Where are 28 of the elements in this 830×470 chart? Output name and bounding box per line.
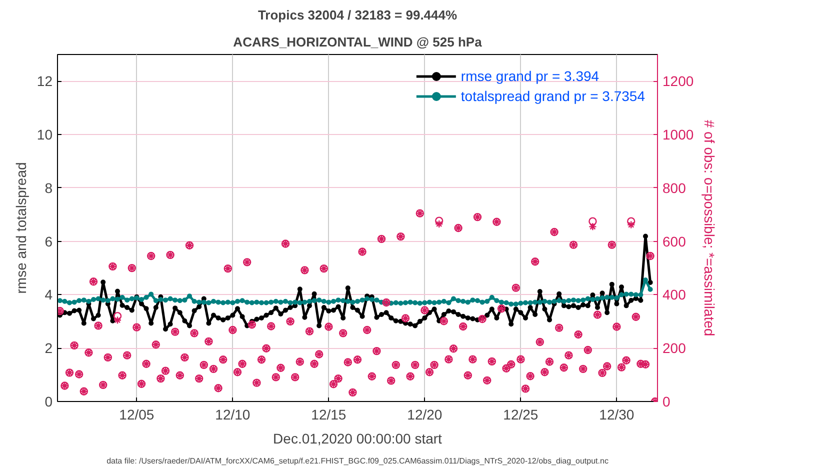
y2-tick-label: 200 <box>662 340 686 356</box>
y-tick-label: 2 <box>44 340 53 356</box>
y2-tick-label: 400 <box>662 286 686 303</box>
x-tick-label: 12/20 <box>407 406 442 422</box>
x-tick-label: 12/30 <box>599 406 634 422</box>
y2-tick-label: 1200 <box>662 73 694 90</box>
x-tick-label: 12/05 <box>119 406 154 422</box>
y2-tick-label: 600 <box>662 233 686 250</box>
x-tick-label: 12/25 <box>503 406 538 422</box>
legend-label: rmse grand pr = 3.394 <box>460 68 600 84</box>
y-tick-label: 12 <box>36 73 53 90</box>
chart-subtitle: ACARS_HORIZONTAL_WIND @ 525 hPa <box>233 34 483 50</box>
x-tick-label: 12/15 <box>311 406 346 422</box>
y2-tick-label: 1000 <box>662 126 694 143</box>
y-tick-label: 10 <box>36 126 53 143</box>
x-axis-title: Dec.01,2020 00:00:00 start <box>273 430 442 446</box>
chart-title: Tropics 32004 / 32183 = 99.444% <box>258 8 458 22</box>
y-tick-label: 6 <box>44 233 53 250</box>
y2-axis-title: # of obs: o=possible; *=assimilated <box>702 120 718 336</box>
y-tick-label: 0 <box>44 394 53 410</box>
y-axis-title: rmse and totalspread <box>12 162 29 294</box>
x-tick-label: 12/10 <box>215 406 250 422</box>
y-tick-label: 4 <box>44 286 53 303</box>
legend-label: totalspread grand pr = 3.7354 <box>460 88 645 104</box>
y-tick-label: 8 <box>44 180 53 196</box>
y2-tick-label: 0 <box>662 394 670 410</box>
y2-tick-label: 800 <box>662 180 686 196</box>
text: data file: /Users/raeder/DAI/ATM_forcXX/CAM6_setup/f.e21.FHIST_BGC.f09_025.CAM6assim.011/Diags_NTrS_2020-12/obs_diag_output.nc <box>106 456 608 466</box>
